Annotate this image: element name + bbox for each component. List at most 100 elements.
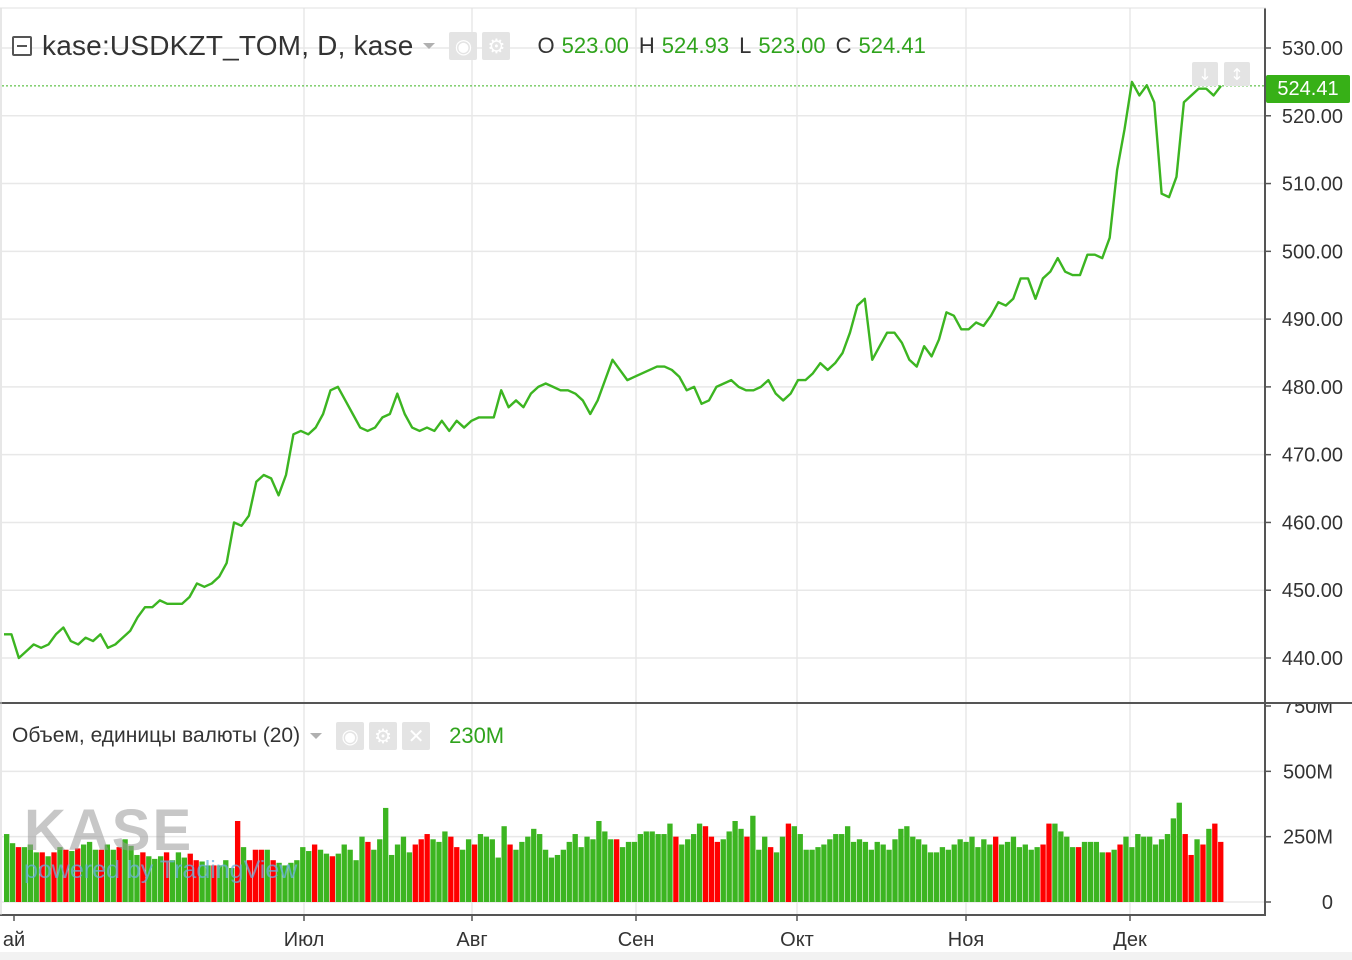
volume-bar	[471, 844, 478, 902]
eye-icon[interactable]: ◉	[336, 722, 365, 750]
volume-bar	[910, 836, 916, 902]
volume-bar	[1034, 847, 1040, 902]
ohlc-value-close: 524.41	[858, 33, 926, 58]
y-tick-label: 530.00	[1282, 38, 1343, 60]
volume-bar	[519, 841, 525, 902]
volume-bar	[862, 841, 869, 902]
volume-bar	[460, 849, 466, 902]
volume-bar	[815, 847, 821, 902]
volume-bar	[667, 823, 673, 902]
volume-bar	[685, 839, 691, 902]
ohlc-key-low: L	[739, 33, 752, 58]
volume-bar	[163, 852, 170, 902]
volume-bar	[1016, 847, 1023, 902]
volume-bar	[839, 834, 845, 902]
volume-bar	[513, 849, 519, 902]
volume-bar	[187, 853, 193, 902]
collapse-icon[interactable]	[12, 36, 32, 56]
volume-bar	[98, 849, 105, 902]
volume-bar	[850, 841, 857, 902]
volume-bar	[969, 836, 975, 902]
close-icon[interactable]: ✕	[402, 722, 431, 750]
main-legend: kase:USDKZT_TOM, D, kase ◉ ⚙ O 523.00 H …	[8, 26, 926, 66]
gear-icon[interactable]: ⚙	[369, 722, 398, 750]
ohlc-key-close: C	[835, 33, 852, 58]
volume-bar	[584, 836, 590, 902]
volume-bar	[797, 834, 803, 902]
volume-bar	[199, 861, 205, 902]
caret-down-icon[interactable]	[423, 43, 436, 49]
gear-icon[interactable]: ⚙	[482, 32, 511, 60]
x-tick-label: Ноя	[948, 929, 984, 951]
volume-bar	[779, 836, 786, 902]
volume-bar	[234, 820, 241, 902]
volume-bar	[252, 849, 259, 902]
volume-bar	[442, 831, 448, 902]
ohlc-value-low: 523.00	[758, 33, 826, 58]
scale-down-icon[interactable]: ↓	[1192, 62, 1218, 86]
volume-bar	[916, 839, 922, 902]
last-price-label: 524.41	[1266, 75, 1350, 103]
volume-bar	[454, 847, 460, 902]
y-tick-label: 520.00	[1282, 106, 1343, 128]
volume-bar	[104, 844, 110, 902]
volume-bar	[175, 852, 182, 902]
volume-bar	[240, 847, 247, 902]
volume-bar	[1206, 828, 1212, 902]
price-line	[4, 80, 1222, 660]
volume-bar	[1218, 841, 1224, 902]
volume-bar	[63, 849, 69, 902]
volume-title[interactable]: Объем, единицы валюты (20)	[12, 724, 301, 747]
volume-bar	[288, 862, 294, 902]
caret-down-icon[interactable]	[310, 733, 323, 739]
volume-bar	[874, 841, 880, 902]
volume-bar	[963, 841, 969, 902]
y-tick-label: 480.00	[1282, 377, 1343, 399]
symbol-title[interactable]: kase:USDKZT_TOM, D, kase	[42, 30, 414, 61]
scale-up-icon[interactable]: ↕	[1224, 62, 1250, 86]
volume-bar	[205, 865, 211, 902]
volume-bar	[1123, 836, 1129, 902]
x-tick-label: ай	[3, 929, 25, 951]
volume-bar	[578, 847, 584, 902]
volume-bar	[756, 849, 762, 902]
x-tick-label: Июл	[284, 929, 325, 951]
volume-bar	[388, 854, 395, 902]
volume-bar	[537, 834, 543, 902]
volume-bar	[987, 844, 993, 902]
volume-bar	[383, 807, 389, 902]
volume-bar	[57, 847, 63, 902]
volume-bar	[933, 852, 940, 902]
volume-bar	[489, 839, 495, 902]
volume-bar	[762, 836, 768, 902]
volume-bar	[1129, 847, 1135, 902]
eye-icon[interactable]: ◉	[449, 32, 478, 60]
volume-bar	[1188, 854, 1194, 902]
volume-bar	[572, 834, 578, 902]
volume-bar	[418, 839, 424, 902]
volume-bar	[602, 831, 608, 902]
volume-bar	[181, 857, 187, 902]
volume-bar	[833, 834, 839, 902]
volume-bar	[1135, 834, 1141, 902]
bottom-strip	[0, 952, 1352, 960]
volume-bar	[229, 868, 235, 902]
y-tick-label: 470.00	[1282, 445, 1343, 467]
ohlc-value-open: 523.00	[561, 33, 629, 58]
volume-bar	[122, 839, 128, 902]
volume-value: 230M	[449, 723, 505, 748]
volume-bar	[501, 826, 507, 902]
volume-bar	[436, 841, 442, 902]
y-tick-label: 500.00	[1282, 241, 1343, 263]
volume-legend: Объем, единицы валюты (20) ◉ ⚙ ✕ 230M	[8, 716, 504, 756]
volume-bar	[329, 856, 336, 902]
y-tick-label: 490.00	[1282, 309, 1343, 331]
volume-bar	[448, 836, 454, 902]
volume-bar	[856, 839, 863, 902]
ohlc-values: O 523.00 H 524.93 L 523.00 C 524.41	[527, 33, 925, 59]
volume-bar	[1158, 839, 1165, 902]
volume-bar	[294, 860, 300, 902]
watermark-logo: KASE	[24, 798, 194, 863]
volume-bar	[424, 834, 430, 902]
